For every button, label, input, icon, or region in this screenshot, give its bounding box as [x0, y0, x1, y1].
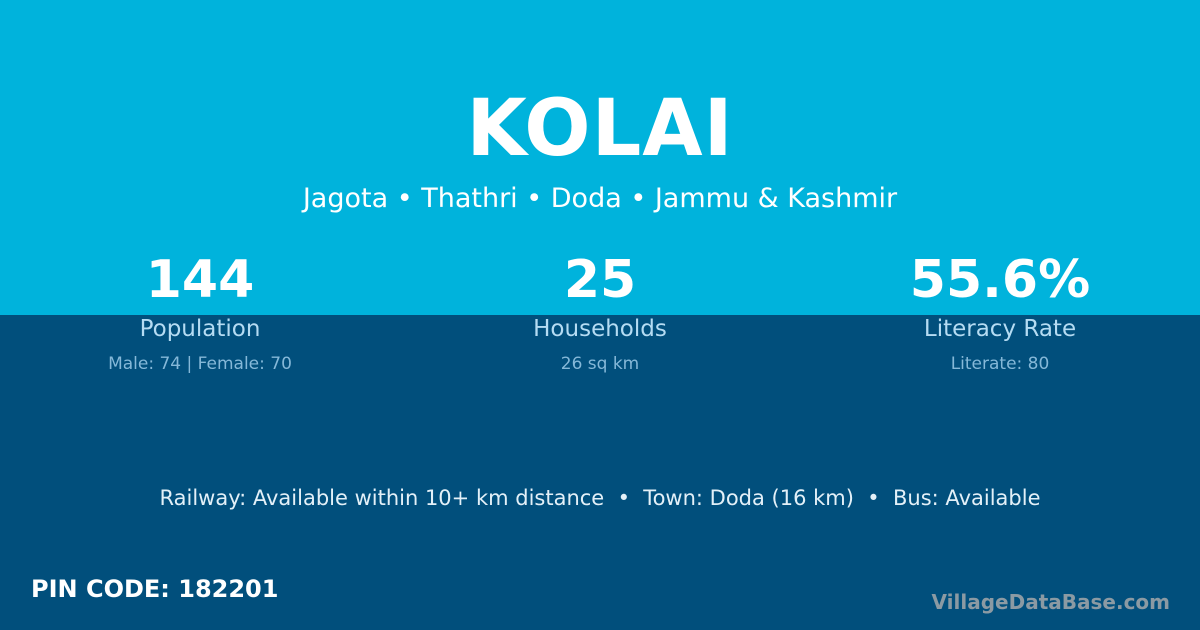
stat-value: 25 — [563, 250, 637, 310]
village-title: KOLAI — [466, 84, 734, 174]
stat-value: 144 — [145, 250, 255, 310]
stat-detail: Male: 74 | Female: 70 — [108, 354, 292, 374]
header-band — [0, 0, 1200, 315]
brand-watermark: VillageDataBase.com — [931, 590, 1170, 614]
stat-label: Households — [533, 316, 667, 342]
stat-label: Population — [139, 316, 261, 342]
stat-detail: Literate: 80 — [950, 354, 1050, 374]
stat-detail: 26 sq km — [560, 354, 640, 374]
stat-value: 55.6% — [909, 250, 1091, 310]
pin-code: PIN CODE: 182201 — [31, 575, 279, 603]
location-breadcrumb: Jagota • Thathri • Doda • Jammu & Kashmi… — [302, 183, 898, 214]
connectivity-info: Railway: Available within 10+ km distanc… — [159, 486, 1041, 510]
stat-label: Literacy Rate — [923, 316, 1077, 342]
